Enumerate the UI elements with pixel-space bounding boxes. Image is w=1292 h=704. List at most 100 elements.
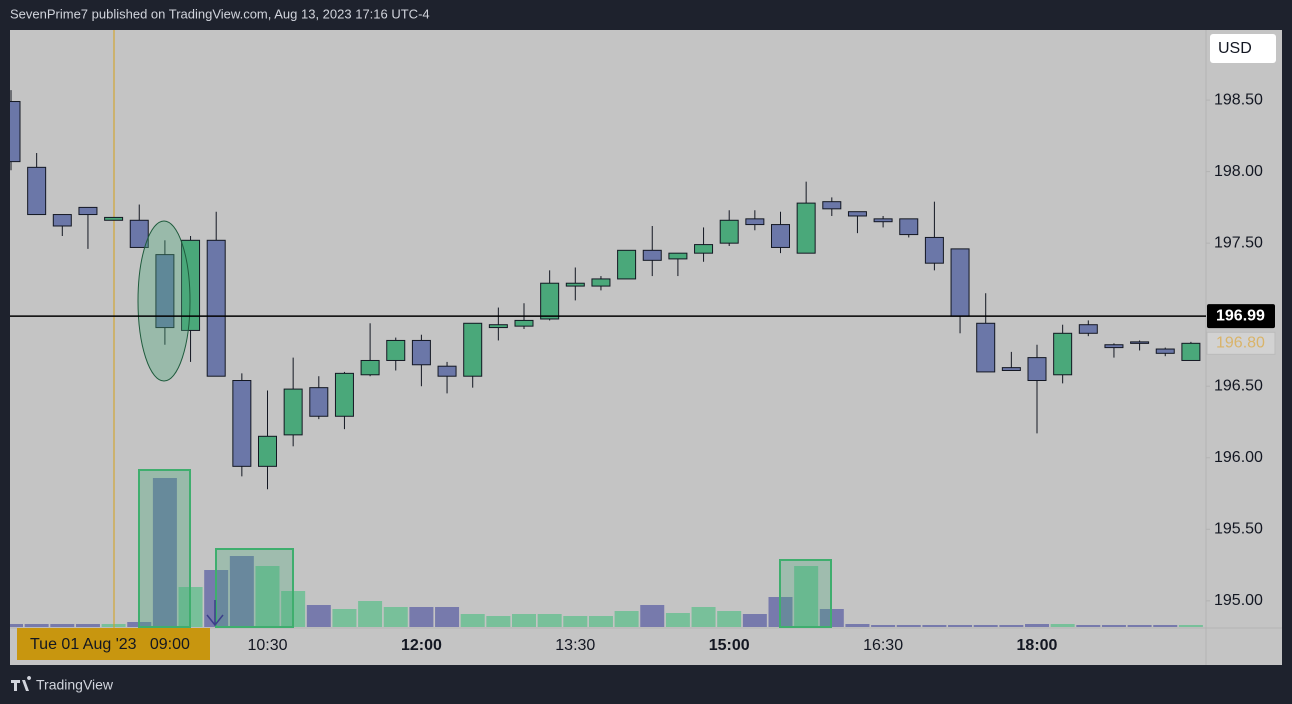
candle-body xyxy=(1053,332,1073,376)
volume-bar xyxy=(1076,625,1101,627)
candle-body xyxy=(155,254,175,329)
chart-area xyxy=(10,30,1282,665)
volume-bar xyxy=(896,625,921,627)
candle-body xyxy=(27,166,47,216)
candle-body xyxy=(565,282,585,287)
volume-bar xyxy=(640,605,665,627)
last-price-label: 196.80 xyxy=(1216,335,1265,352)
volume-bar xyxy=(152,478,177,627)
candle-body xyxy=(642,249,662,261)
volume-bar xyxy=(1050,624,1075,627)
candle-body xyxy=(411,339,431,366)
y-tick-label: 195.00 xyxy=(1214,592,1263,609)
crosshair-label-box xyxy=(17,628,210,660)
last-price-box xyxy=(1206,331,1276,355)
candle-body xyxy=(1027,357,1047,382)
volume-bar xyxy=(973,625,998,627)
candle-body xyxy=(950,248,970,317)
volume-bar xyxy=(486,616,511,627)
candle-body xyxy=(924,236,944,264)
y-tick-label: 198.00 xyxy=(1214,163,1263,180)
highlight-ellipse xyxy=(137,220,191,382)
currency: USD xyxy=(1218,40,1252,57)
x-tick-label: 10:30 xyxy=(247,637,287,654)
volume-bar xyxy=(588,616,613,627)
candle-body xyxy=(514,319,534,327)
y-tick-label: 197.50 xyxy=(1214,234,1263,251)
x-tick-label: 18:00 xyxy=(1017,637,1058,654)
candle-body xyxy=(52,214,72,227)
logo xyxy=(11,676,32,691)
volume-bar xyxy=(50,624,75,627)
candle-body xyxy=(771,224,790,248)
candle-body xyxy=(873,218,893,223)
candle-body xyxy=(1130,341,1150,344)
price-label-box xyxy=(1207,304,1275,329)
volume-bar xyxy=(691,607,716,627)
candle-body xyxy=(334,372,354,417)
candle-body xyxy=(1155,348,1175,354)
annotations xyxy=(137,220,832,628)
y-tick-label: 198.50 xyxy=(1214,91,1263,108)
candle-body xyxy=(437,365,457,377)
candle-body xyxy=(283,388,303,436)
candle-body xyxy=(104,216,124,221)
candle-body xyxy=(386,339,406,361)
candle-body xyxy=(10,101,21,163)
volume-bar xyxy=(24,624,49,627)
candle-body xyxy=(463,322,483,377)
volume-bar xyxy=(306,605,331,627)
volume-bar xyxy=(614,611,639,627)
candle-body xyxy=(591,278,611,287)
header: SevenPrime7 published on TradingView.com… xyxy=(10,6,430,21)
candle-body xyxy=(488,324,508,329)
candle-body xyxy=(360,359,380,376)
volume-bar xyxy=(229,556,254,627)
highlight-box xyxy=(215,548,294,628)
volume-bar xyxy=(665,613,690,627)
candle-body xyxy=(617,249,637,280)
candle-body xyxy=(309,387,329,417)
candle-body xyxy=(1181,342,1201,361)
volume-bar xyxy=(717,611,742,627)
x-tick-label: 15:00 xyxy=(709,637,750,654)
volume-bar xyxy=(435,607,460,627)
volume-bar xyxy=(794,566,819,627)
volume-bar xyxy=(1025,624,1049,627)
volume-bar xyxy=(409,607,434,627)
volume-bar xyxy=(358,601,383,627)
candle-body xyxy=(1078,324,1098,334)
volume-bar xyxy=(537,614,562,627)
highlight-box xyxy=(779,559,832,628)
volume-bar xyxy=(999,625,1024,627)
candle-body xyxy=(796,202,816,254)
candle-body xyxy=(1001,367,1021,371)
candle-body xyxy=(258,435,277,467)
volume-bar xyxy=(512,614,536,627)
candle-body xyxy=(745,218,765,226)
volume-bar xyxy=(10,624,23,627)
volume-bar xyxy=(563,616,588,627)
volume-bar xyxy=(460,614,485,627)
volume-bar xyxy=(75,624,100,627)
currency-box xyxy=(1210,34,1276,63)
volume-bar xyxy=(1153,625,1178,627)
candle-body xyxy=(232,380,252,467)
arrow xyxy=(206,600,224,627)
volume-bar xyxy=(255,566,280,627)
candle-body xyxy=(847,211,867,217)
brand: TradingView xyxy=(36,677,114,693)
candle-body xyxy=(976,322,996,373)
candle-body xyxy=(540,282,560,320)
x-tick-label: 12:00 xyxy=(401,637,442,654)
y-tick-label: 196.00 xyxy=(1214,449,1263,466)
y-tick-label: 196.50 xyxy=(1214,377,1263,394)
volume-bar xyxy=(1178,625,1203,627)
volume-bar xyxy=(922,625,947,627)
volume-bar xyxy=(332,609,357,627)
volume-bar xyxy=(871,625,896,627)
candle-body xyxy=(822,201,842,210)
candle-body xyxy=(899,218,919,236)
